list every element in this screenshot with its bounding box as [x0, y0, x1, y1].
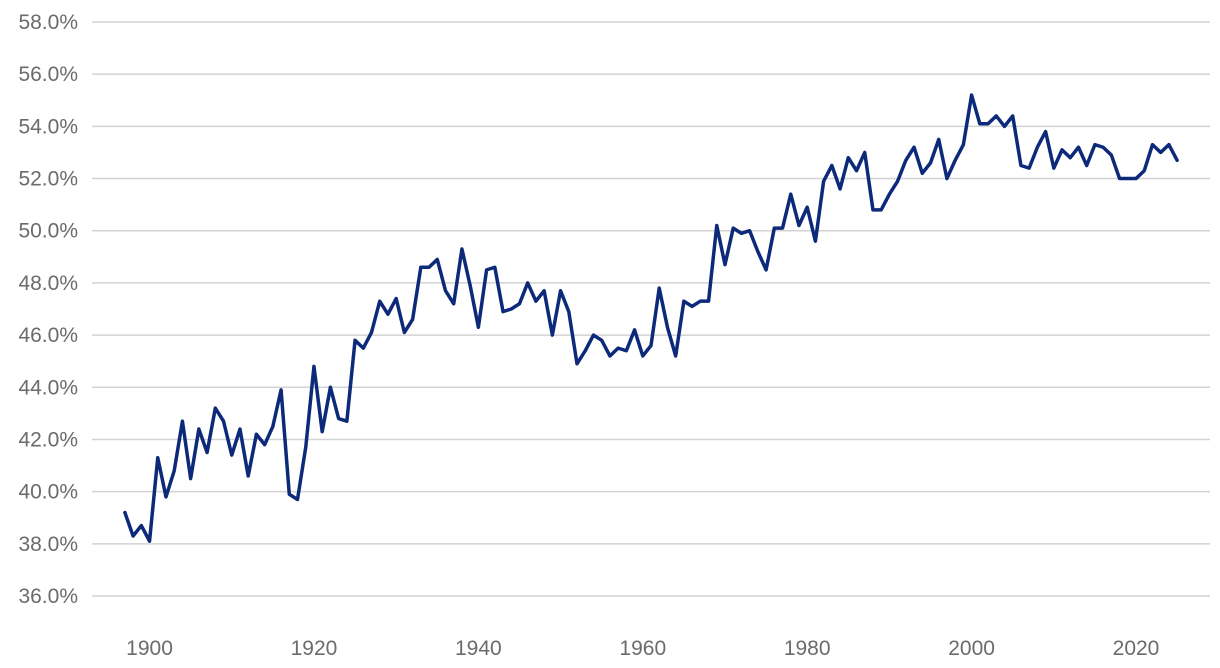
series-line [123, 93, 1179, 543]
x-tick-label: 2020 [1113, 637, 1160, 660]
x-tick-label: 2000 [948, 637, 995, 660]
y-tick-label: 50.0% [18, 220, 78, 243]
y-tick-label: 54.0% [18, 115, 78, 138]
x-tick-label: 1920 [291, 637, 338, 660]
y-tick-label: 52.0% [18, 168, 78, 191]
y-axis-tick-labels: 36.0% 38.0% 40.0% 42.0% 44.0% 46.0% 48.0% 50.0%… [18, 11, 78, 608]
y-tick-label: 56.0% [18, 63, 78, 86]
y-tick-label: 46.0% [18, 324, 78, 347]
y-tick-label: 58.0% [18, 11, 78, 34]
y-tick-label: 36.0% [18, 585, 78, 608]
y-tick-label: 44.0% [18, 376, 78, 399]
y-tick-label: 40.0% [18, 481, 78, 504]
x-axis-tick-labels: 1900 1920 1940 1960 1980 2000 2020 [126, 637, 1159, 660]
x-tick-label: 1900 [126, 637, 173, 660]
x-tick-label: 1960 [619, 637, 666, 660]
y-tick-label: 42.0% [18, 428, 78, 451]
x-tick-label: 1980 [784, 637, 831, 660]
x-tick-label: 1940 [455, 637, 502, 660]
gridlines [92, 21, 1210, 597]
y-tick-label: 38.0% [18, 533, 78, 556]
y-tick-label: 48.0% [18, 272, 78, 295]
series-layer [123, 93, 1179, 543]
